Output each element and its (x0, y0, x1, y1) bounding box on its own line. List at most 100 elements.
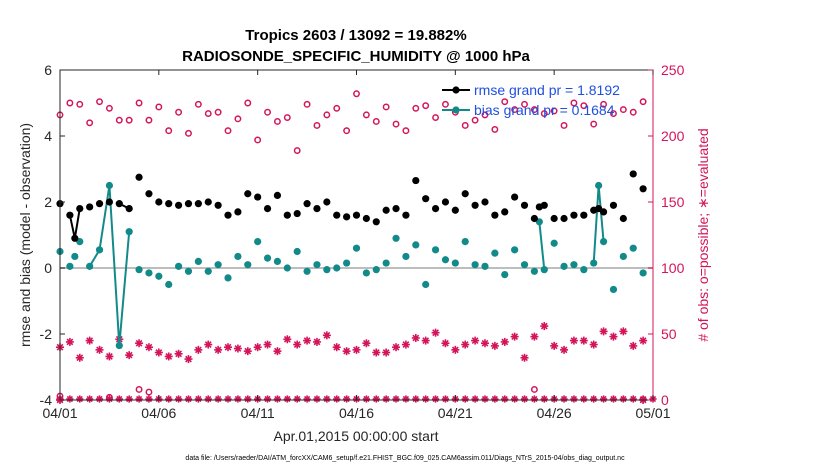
obs-possible-point (145, 116, 153, 124)
obs-possible-point (165, 127, 173, 135)
obs-possible-point (501, 98, 509, 106)
obs-possible-point (204, 110, 212, 118)
obs-zero-count-point (382, 395, 390, 403)
legend-bias-marker (452, 106, 460, 114)
bias-point (402, 252, 410, 261)
bias-point (639, 269, 647, 277)
obs-possible-point (619, 106, 627, 114)
rmse-point (194, 200, 202, 208)
y-tick-label-left: 6 (44, 62, 52, 78)
obs-possible-point (224, 127, 232, 135)
obs-evaluated-point (401, 340, 410, 349)
obs-evaluated-point (293, 340, 302, 349)
rmse-point (491, 211, 499, 219)
rmse-point (540, 201, 548, 209)
obs-possible-point (422, 102, 430, 110)
bias-point (461, 238, 469, 246)
obs-count-layer (56, 90, 657, 404)
x-tick-label: 04/11 (241, 405, 275, 421)
obs-evaluated-point (500, 337, 509, 346)
rmse-point (224, 211, 232, 219)
rmse-point (273, 191, 282, 199)
obs-evaluated-point (263, 340, 272, 349)
obs-possible-point (244, 99, 252, 107)
obs-zero-count-point (619, 395, 627, 403)
bias-point (105, 181, 114, 190)
obs-possible-point (600, 100, 608, 108)
obs-evaluated-point (204, 340, 213, 349)
bias-point (550, 239, 558, 247)
obs-evaluated-point (322, 331, 331, 340)
bias-point (155, 272, 163, 280)
obs-possible-point (273, 118, 281, 125)
rmse-point (530, 214, 539, 223)
obs-evaluated-point (65, 337, 74, 346)
obs-evaluated-point (619, 327, 628, 336)
bias-point (86, 262, 94, 270)
obs-possible-point (580, 102, 588, 110)
rmse-point (293, 209, 301, 218)
obs-possible-point (313, 121, 321, 129)
obs-possible-point (412, 104, 420, 112)
x-tick-label: 04/26 (537, 405, 572, 421)
rmse-point (86, 203, 94, 211)
bias-point (165, 280, 173, 289)
bias-point (175, 262, 183, 270)
obs-zero-count-point (165, 395, 173, 403)
bias-point (382, 259, 390, 267)
legend-rmse-label: rmse grand pr = 1.8192 (474, 82, 620, 98)
y-tick-label-right: 150 (661, 194, 685, 210)
rmse-point (639, 185, 647, 193)
bias-point (323, 266, 331, 274)
obs-possible-point (560, 121, 568, 129)
y-tick-label-right: 50 (661, 326, 677, 342)
bias-line-segment (538, 221, 546, 270)
obs-evaluated-point (362, 339, 371, 348)
obs-evaluated-point (85, 336, 94, 345)
data-file-footer: data file: /Users/raeder/DAI/ATM_forcXX/… (185, 455, 625, 462)
obs-possible-point (96, 98, 103, 106)
tick-layer: 04/01 04/06 04/11 04/16 04/21 04/26 05/01 -4 -2 0… (40, 62, 685, 421)
obs-possible-point (283, 114, 291, 121)
bias-point (580, 266, 588, 274)
obs-zero-count-point (135, 395, 143, 403)
bias-point (352, 244, 361, 252)
obs-zero-count-point (333, 395, 341, 403)
obs-zero-count-point (471, 395, 479, 403)
bias-point (520, 261, 529, 269)
legend: rmse grand pr = 1.8192 bias grand pr = 0… (442, 82, 620, 118)
rmse-point (343, 213, 351, 221)
obs-evaluated-point (490, 341, 499, 350)
obs-zero-count-point (362, 395, 370, 403)
rmse-point (204, 198, 212, 206)
obs-evaluated-point (303, 336, 312, 345)
obs-evaluated-point (224, 343, 233, 352)
obs-evaluated-point (75, 353, 84, 362)
bias-point (145, 269, 153, 277)
bias-point (194, 257, 202, 265)
obs-evaluated-point (550, 341, 559, 350)
obs-evaluated-point (392, 343, 401, 352)
y-tick-label-right: 200 (661, 128, 685, 144)
bias-point (590, 259, 598, 267)
obs-zero-count-point (283, 395, 291, 403)
obs-zero-count-point (580, 395, 588, 403)
obs-zero-count-point (461, 395, 469, 403)
obs-zero-count-point (234, 395, 242, 403)
obs-evaluated-point (174, 349, 183, 358)
rmse-point (283, 211, 291, 219)
y-tick-label-right: 250 (661, 62, 685, 78)
obs-possible-point (530, 385, 538, 393)
rmse-point (71, 234, 79, 242)
bias-point (619, 252, 627, 261)
obs-zero-count-point (263, 395, 272, 403)
rmse-point (333, 211, 341, 219)
obs-possible-point (629, 108, 637, 116)
obs-zero-count-point (511, 395, 519, 403)
obs-evaluated-point (382, 348, 391, 357)
obs-possible-point (382, 103, 390, 111)
y-tick-label-left: 0 (44, 260, 52, 276)
obs-zero-count-point (224, 395, 232, 403)
bias-point (254, 238, 262, 246)
bias-point (125, 228, 133, 236)
